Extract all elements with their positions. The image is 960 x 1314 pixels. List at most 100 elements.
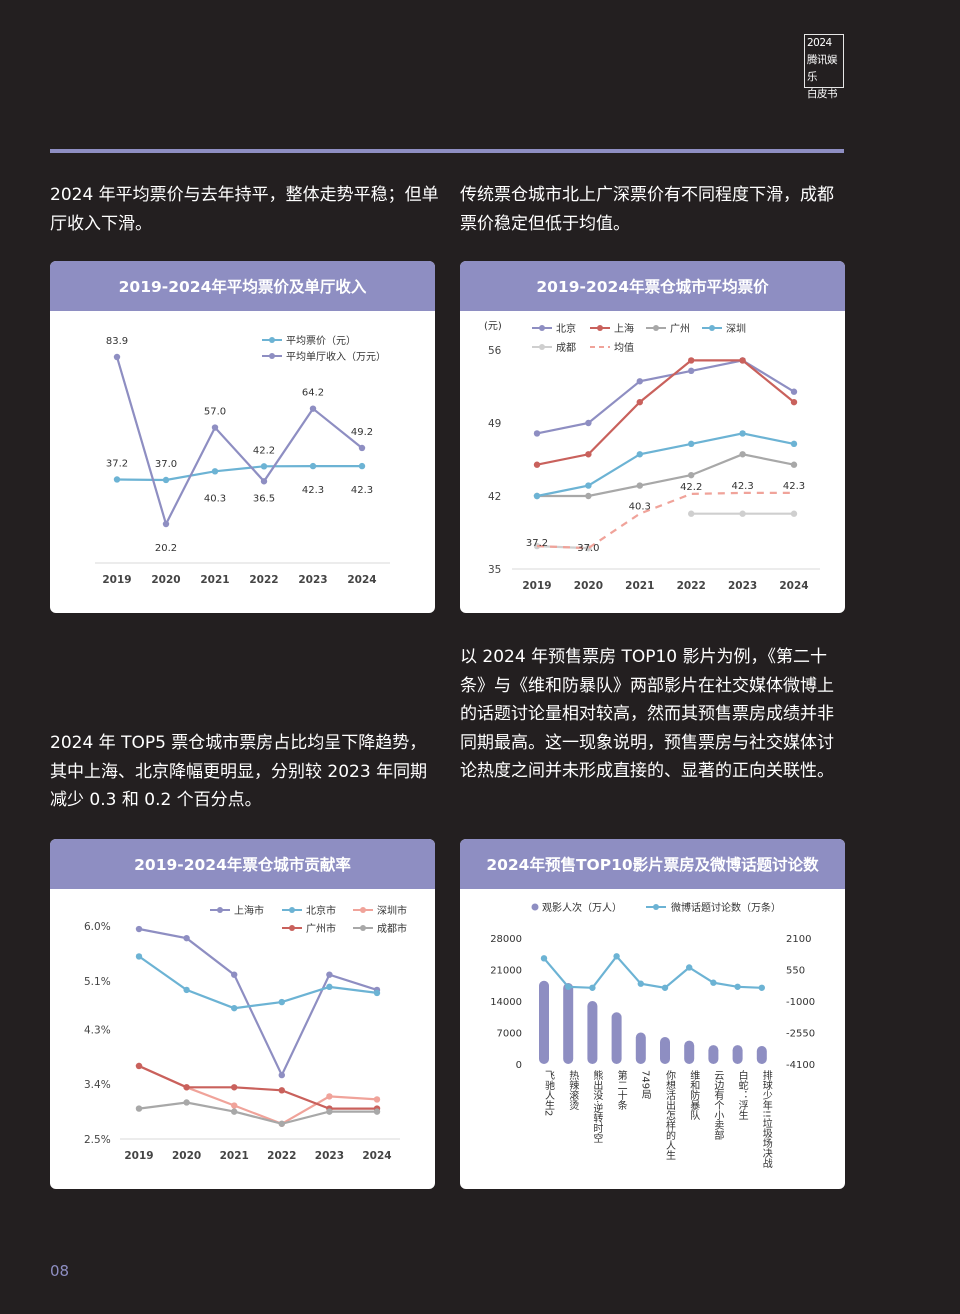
paragraph-city-price: 传统票仓城市北上广深票价有不同程度下滑，成都票价稳定但低于均值。 xyxy=(460,185,834,234)
data-point xyxy=(135,1062,143,1070)
bar xyxy=(732,1045,743,1064)
bar xyxy=(611,1012,622,1064)
data-point xyxy=(636,398,643,406)
y-tick-label: 6.0% xyxy=(84,921,111,933)
chart-title: 2019-2024年票仓城市平均票价 xyxy=(460,261,845,311)
category-label: 你想活出怎样的人生 xyxy=(664,1069,676,1160)
y-tick-label: 49 xyxy=(488,418,501,430)
legend-label: 上海市 xyxy=(234,904,264,917)
data-label: 83.9 xyxy=(106,336,128,347)
data-point xyxy=(533,461,541,468)
series-line-4 xyxy=(536,512,794,550)
y-tick-label: 56 xyxy=(488,345,502,357)
x-tick-label: 2024 xyxy=(779,580,808,592)
paragraph-city-share: 2024 年 TOP5 票仓城市票房占比均呈下降趋势，其中上海、北京降幅更明显，… xyxy=(50,733,428,810)
data-point xyxy=(211,468,219,475)
x-tick-label: 2020 xyxy=(574,580,603,592)
data-point xyxy=(231,1084,238,1091)
chart-card-city-share: 2019-2024年票仓城市贡献率 2019 2020 2021 2022 2023 20… xyxy=(50,839,435,1189)
data-label: 37.0 xyxy=(577,543,599,554)
data-point xyxy=(326,1108,333,1115)
data-point xyxy=(565,983,572,990)
x-tick-label: 2022 xyxy=(677,580,706,592)
data-point xyxy=(183,1084,190,1091)
right-y-tick-label: -4100 xyxy=(786,1060,815,1071)
legend-label: 深圳市 xyxy=(377,904,407,917)
x-tick-label: 2023 xyxy=(315,1150,344,1162)
data-point xyxy=(688,471,695,479)
data-point xyxy=(533,492,541,500)
y-tick-label: 4.3% xyxy=(84,1024,111,1036)
left-y-tick-label: 7000 xyxy=(497,1029,522,1040)
data-point xyxy=(661,984,669,991)
legend-label: 广州 xyxy=(670,323,690,335)
chart-title: 2024年预售TOP10影片票房及微博话题讨论数 xyxy=(460,839,845,889)
category-label: 云边有个小卖部 xyxy=(712,1070,724,1141)
series-line-2 xyxy=(537,453,795,498)
data-point xyxy=(113,353,121,361)
data-point xyxy=(540,955,548,962)
brand-logo: 2024 腾讯娱乐 白皮书 xyxy=(804,34,844,100)
x-tick-label: 2021 xyxy=(625,580,654,592)
data-point xyxy=(636,378,643,385)
series-line-5 xyxy=(536,491,794,550)
data-point xyxy=(278,998,285,1006)
data-point xyxy=(231,1004,238,1012)
chart-card-presale: 2024年预售TOP10影片票房及微博话题讨论数 28000 21000 14000… xyxy=(460,839,845,1189)
x-tick-label: 2023 xyxy=(728,580,757,592)
legend-label: 观影人次（万人） xyxy=(542,901,622,914)
right-y-tick-label: -1000 xyxy=(786,997,815,1008)
data-point xyxy=(278,1087,285,1094)
data-point xyxy=(710,979,717,986)
x-tick-label: 2019 xyxy=(124,1150,153,1162)
data-point xyxy=(231,971,238,978)
x-tick-label: 2019 xyxy=(102,574,131,586)
y-tick-label: 35 xyxy=(488,564,501,576)
line-series-weibo xyxy=(543,954,762,989)
y-tick-label: 3.4% xyxy=(84,1079,111,1091)
legend-label: 平均票价（元） xyxy=(286,335,356,347)
chart-title: 2019-2024年票仓城市贡献率 xyxy=(50,839,435,889)
y-tick-label: 42 xyxy=(488,491,501,503)
data-point xyxy=(278,1071,285,1079)
data-point xyxy=(790,398,798,406)
data-point xyxy=(739,357,746,364)
data-point xyxy=(113,476,121,483)
data-label: 57.0 xyxy=(204,407,226,418)
data-point xyxy=(688,357,695,364)
left-y-tick-label: 21000 xyxy=(490,966,522,977)
chart-avg-price: 2019 2020 2021 2022 2023 2024 37.2 37.0 40.3 42.2… xyxy=(95,335,390,586)
data-point xyxy=(309,405,317,412)
category-label: 749局 xyxy=(639,1070,651,1100)
bar xyxy=(635,1032,646,1064)
x-tick-label: 2021 xyxy=(220,1150,249,1162)
x-tick-label: 2024 xyxy=(362,1150,391,1162)
bar xyxy=(684,1040,695,1064)
data-point xyxy=(790,440,798,448)
x-tick-label: 2020 xyxy=(151,574,180,586)
series-line-1 xyxy=(536,359,795,466)
series-line-0 xyxy=(116,465,362,482)
data-label: 42.3 xyxy=(731,481,753,492)
data-label: 42.3 xyxy=(351,485,373,496)
chart-presale: 28000 21000 14000 7000 0 2100 550 -1000 -2550 -41… xyxy=(490,901,815,1169)
legend-marker xyxy=(539,344,545,350)
legend-marker xyxy=(360,907,366,913)
x-tick-label: 2024 xyxy=(347,574,376,586)
x-tick-label: 2023 xyxy=(298,574,327,586)
series-line-0 xyxy=(138,927,378,1078)
left-y-tick-label: 28000 xyxy=(490,934,522,945)
legend-label: 广州市 xyxy=(306,922,336,935)
data-label: 40.3 xyxy=(629,502,651,513)
bar xyxy=(563,983,574,1064)
bar xyxy=(756,1046,767,1064)
data-point xyxy=(309,462,317,470)
data-point xyxy=(533,542,541,550)
legend-marker xyxy=(539,325,545,331)
bar xyxy=(708,1045,719,1064)
legend-marker xyxy=(597,325,603,331)
bar xyxy=(660,1037,670,1064)
left-y-tick-label: 14000 xyxy=(490,997,522,1008)
data-point xyxy=(231,1108,238,1115)
data-label: 42.2 xyxy=(680,482,702,493)
